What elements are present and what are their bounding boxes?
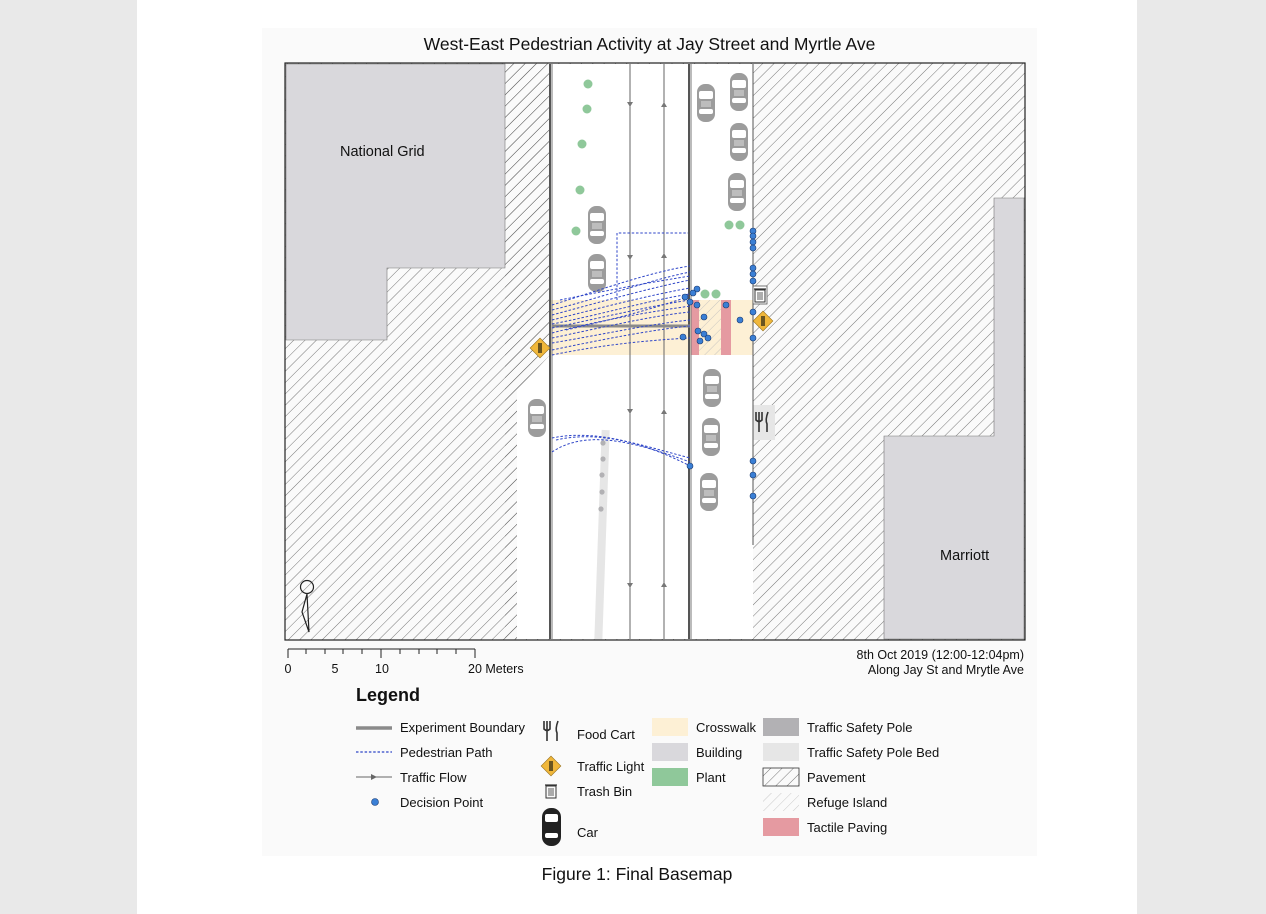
legend-label-decision: Decision Point xyxy=(400,795,484,810)
scale-tick-10: 10 xyxy=(375,662,389,676)
legend-food-cart-icon xyxy=(543,720,559,741)
legend-title: Legend xyxy=(356,685,421,705)
legend-decision-swatch xyxy=(371,798,379,806)
tactile-paving-2 xyxy=(721,300,731,355)
trash-bin-icon xyxy=(752,285,768,305)
decision-points xyxy=(679,227,757,500)
location-label: Along Jay St and Mrytle Ave xyxy=(867,663,1024,677)
legend-label-trash-bin: Trash Bin xyxy=(577,784,633,799)
legend-label-building: Building xyxy=(696,745,743,760)
legend-label-flow: Traffic Flow xyxy=(400,770,467,785)
legend-label-pole-bed: Traffic Safety Pole Bed xyxy=(807,745,940,760)
pedestrian-paths xyxy=(551,232,691,467)
legend-car-icon xyxy=(542,808,561,846)
legend-label-traffic-light: Traffic Light xyxy=(577,759,645,774)
north-arrow-icon xyxy=(299,579,315,633)
legend-building-swatch xyxy=(652,743,688,761)
food-cart-icon xyxy=(755,411,769,432)
legend-crosswalk-swatch xyxy=(652,718,688,736)
legend-pole-bed-swatch xyxy=(763,743,799,761)
scale-bar xyxy=(287,648,476,658)
legend-label-crosswalk: Crosswalk xyxy=(696,720,756,735)
legend-label-refuge: Refuge Island xyxy=(807,795,888,810)
building-marriott xyxy=(883,197,1025,640)
label-national-grid: National Grid xyxy=(340,144,425,160)
legend-label-tactile: Tactile Paving xyxy=(807,820,888,835)
legend-symbols xyxy=(356,718,800,846)
refuge-island xyxy=(517,355,550,639)
legend-label-food-cart: Food Cart xyxy=(577,727,635,742)
scale-tick-0: 0 xyxy=(285,662,292,676)
scale-tick-5: 5 xyxy=(332,662,339,676)
figure-caption: Figure 1: Final Basemap xyxy=(541,864,733,884)
legend-tactile-swatch xyxy=(763,818,799,836)
legend-refuge-swatch xyxy=(763,793,799,811)
refuge-island-crosswalk xyxy=(697,300,721,355)
traffic-safety-pole-bed xyxy=(753,405,775,440)
legend-plant-swatch xyxy=(652,768,688,786)
legend-pole-swatch xyxy=(763,718,799,736)
scale-tick-20: 20 Meters xyxy=(468,662,524,676)
traffic-safety-pole-bed-west xyxy=(594,429,610,641)
plants xyxy=(571,79,745,299)
map-title: West-East Pedestrian Activity at Jay Str… xyxy=(423,34,876,54)
legend-label-plant: Plant xyxy=(696,770,726,785)
traffic-flow-arrows xyxy=(627,102,667,588)
label-marriott: Marriott xyxy=(940,548,990,564)
tactile-paving-1 xyxy=(691,300,699,355)
legend-label-car: Car xyxy=(577,825,598,840)
legend-label-pole: Traffic Safety Pole xyxy=(807,720,913,735)
legend-label-path: Pedestrian Path xyxy=(400,745,493,760)
date-label: 8th Oct 2019 (12:00-12:04pm) xyxy=(856,648,1024,662)
legend-label-pavement: Pavement xyxy=(807,770,866,785)
legend-trash-bin-icon xyxy=(545,784,557,799)
traffic-safety-poles xyxy=(598,440,606,512)
legend-traffic-light-icon xyxy=(540,755,562,777)
map-area xyxy=(284,62,1026,641)
legend-pavement-swatch xyxy=(762,767,800,787)
scale-bar-labels: 0 5 10 20 Meters xyxy=(285,662,524,676)
legend-label-boundary: Experiment Boundary xyxy=(400,720,526,735)
